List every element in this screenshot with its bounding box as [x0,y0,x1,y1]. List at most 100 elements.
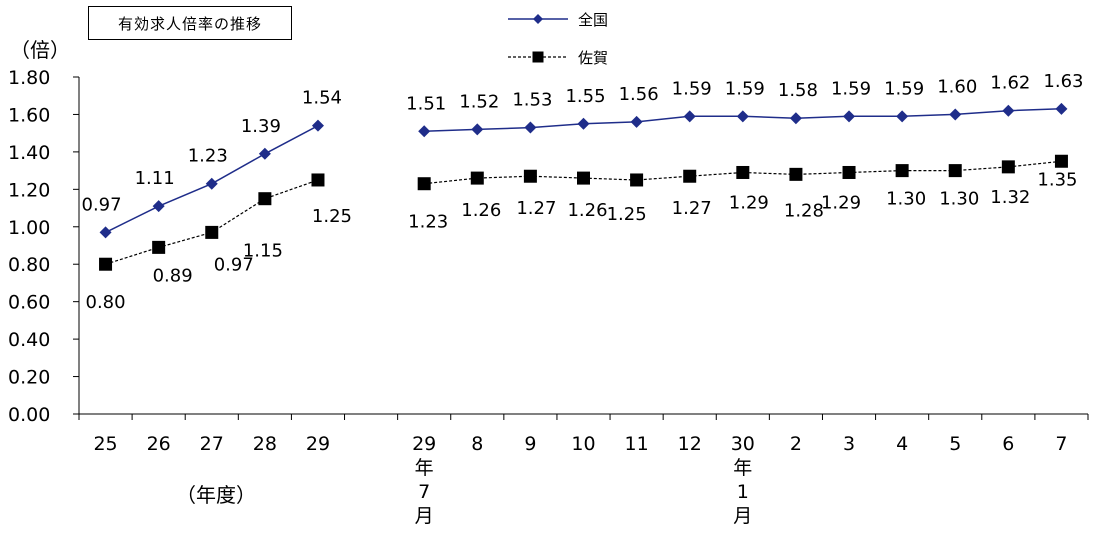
x-tick-label: 3 [843,433,855,455]
y-tick-label: 0.20 [8,367,50,389]
x-tick-label: 8 [471,433,483,455]
x-tick-label: 12 [678,433,702,455]
data-label: 0.97 [82,194,122,215]
data-point-全国 [896,110,909,123]
x-tick-label: 年 [415,457,434,479]
data-label: 1.23 [188,146,228,167]
data-label: 1.55 [565,86,605,107]
y-tick-label: 1.00 [8,217,50,239]
x-tick-label: 5 [949,433,961,455]
axes: 0.00 0.20 0.40 0.60 0.80 1.00 1.20 1.40 1.60 1.80… [8,67,1089,527]
x-tick-label: 30 [731,433,755,455]
data-label: 1.52 [459,91,499,112]
data-label: 1.29 [729,192,769,213]
data-label: 1.63 [1043,71,1083,92]
x-tick-label: 29 [412,433,436,455]
data-point-佐賀 [630,173,644,187]
data-point-佐賀 [1001,160,1015,174]
data-point-全国 [789,112,802,125]
data-label: 1.30 [939,189,979,210]
x-tick-label: 年 [733,457,752,479]
y-tick-label: 0.40 [8,329,50,351]
data-point-佐賀 [152,240,166,254]
x-tick-label: 1 [737,481,749,503]
data-point-佐賀 [99,257,113,271]
data-label: 1.26 [461,200,501,221]
y-tick-label: 0.00 [8,404,50,426]
data-label: 1.30 [886,189,926,210]
y-tick-label: 0.80 [8,254,50,276]
data-label: 1.25 [312,206,352,227]
y-tick-label: 1.20 [8,179,50,201]
data-label: 1.59 [831,78,871,99]
data-point-佐賀 [417,177,431,191]
data-point-佐賀 [1054,154,1068,168]
data-point-佐賀 [470,171,484,185]
data-point-全国 [683,110,696,123]
x-axis-unit-label: （年度） [176,483,256,507]
chart-title: 有効求人倍率の推移 [88,6,292,40]
data-label: 1.27 [516,198,556,219]
series-layer: 0.97 1.11 1.23 1.39 1.54 1.51 1.52 1.53 1.55 1.56… [82,71,1084,313]
data-point-全国 [1002,104,1015,117]
data-label: 1.25 [607,204,647,225]
x-tick-label: 26 [147,433,171,455]
x-tick-label: 29 [306,433,330,455]
data-label: 1.59 [884,78,924,99]
y-tick-label: 1.60 [8,104,50,126]
y-axis-label: （倍） [10,38,70,62]
data-point-佐賀 [683,169,697,183]
x-tick-label: 7 [418,481,430,503]
data-label: 1.11 [135,168,175,189]
data-point-佐賀 [523,169,537,183]
data-point-全国 [152,200,165,213]
data-point-全国 [311,119,324,132]
data-point-全国 [99,226,112,239]
x-tick-label: 9 [524,433,536,455]
data-label: 1.15 [243,241,283,262]
data-point-全国 [1055,102,1068,115]
data-point-全国 [630,115,643,128]
data-point-全国 [258,147,271,160]
data-label: 1.39 [241,116,281,137]
data-point-全国 [418,125,431,138]
data-point-佐賀 [736,165,750,179]
x-tick-label: 25 [93,433,117,455]
legend-marker-全国 [533,14,543,24]
x-tick-label: 28 [253,433,277,455]
data-label: 1.56 [619,84,659,105]
data-label: 1.29 [821,192,861,213]
data-label: 1.59 [725,78,765,99]
data-point-全国 [471,123,484,136]
x-tick-label: 2 [790,433,802,455]
data-label: 1.62 [990,73,1030,94]
x-tick-label: 6 [1002,433,1014,455]
data-label: 1.59 [672,78,712,99]
data-point-全国 [205,177,218,190]
data-point-佐賀 [311,173,325,187]
x-tick-label: 10 [571,433,595,455]
data-point-佐賀 [258,192,272,206]
y-tick-label: 1.80 [8,67,50,89]
data-label: 1.60 [937,76,977,97]
data-point-全国 [736,110,749,123]
data-point-全国 [577,117,590,130]
data-label: 0.80 [86,292,126,313]
data-point-佐賀 [577,171,590,185]
x-tick-label: 4 [896,433,908,455]
data-label: 0.89 [153,265,193,286]
data-point-全国 [949,108,962,121]
data-label: 1.26 [567,200,607,221]
x-tick-label: 月 [733,505,752,527]
series-line-annual-佐賀 [105,179,319,265]
legend-marker-佐賀 [532,51,544,63]
data-point-全国 [843,110,856,123]
x-tick-label: 7 [1055,433,1067,455]
x-tick-label: 11 [625,433,649,455]
y-tick-label: 0.60 [8,292,50,314]
data-point-佐賀 [842,165,856,179]
legend-label-全国: 全国 [578,11,608,29]
data-point-佐賀 [895,164,909,178]
